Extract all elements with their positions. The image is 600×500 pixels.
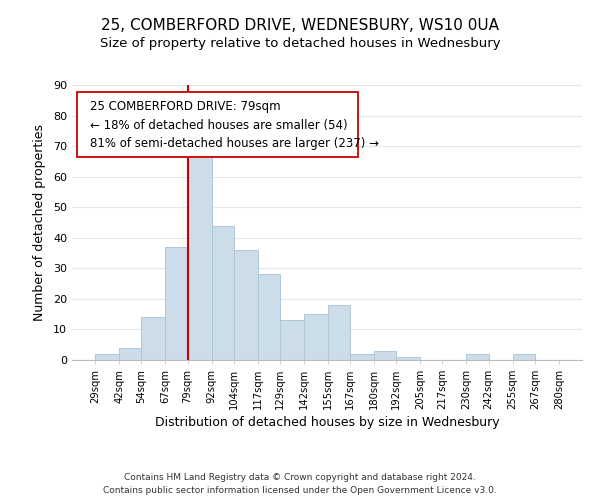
Bar [350,354,374,360]
Text: Size of property relative to detached houses in Wednesbury: Size of property relative to detached ho… [100,38,500,51]
Text: 25, COMBERFORD DRIVE, WEDNESBURY, WS10 0UA: 25, COMBERFORD DRIVE, WEDNESBURY, WS10 0… [101,18,499,32]
Bar [234,250,258,360]
Bar [280,320,304,360]
Text: 25 COMBERFORD DRIVE: 79sqm: 25 COMBERFORD DRIVE: 79sqm [90,100,280,113]
Text: 81% of semi-detached houses are larger (237) →: 81% of semi-detached houses are larger (… [90,137,379,150]
Bar [304,314,328,360]
Bar [95,354,119,360]
Bar [212,226,234,360]
Text: Contains HM Land Registry data © Crown copyright and database right 2024.
Contai: Contains HM Land Registry data © Crown c… [103,473,497,495]
X-axis label: Distribution of detached houses by size in Wednesbury: Distribution of detached houses by size … [155,416,499,430]
Text: ← 18% of detached houses are smaller (54): ← 18% of detached houses are smaller (54… [90,118,347,132]
Bar [466,354,488,360]
Bar [119,348,142,360]
Bar [374,351,396,360]
FancyBboxPatch shape [77,92,358,156]
Bar [142,317,166,360]
Bar [396,357,420,360]
Bar [166,247,188,360]
Bar [258,274,280,360]
Bar [328,305,350,360]
Bar [188,143,212,360]
Bar [512,354,535,360]
Y-axis label: Number of detached properties: Number of detached properties [33,124,46,321]
